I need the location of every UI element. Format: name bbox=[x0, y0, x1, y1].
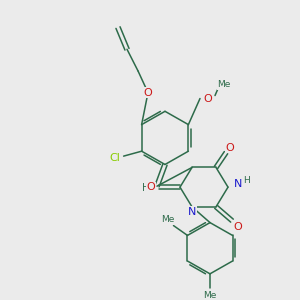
Text: Me: Me bbox=[161, 215, 174, 224]
Text: N: N bbox=[188, 207, 196, 217]
Text: O: O bbox=[144, 88, 152, 98]
Text: Me: Me bbox=[217, 80, 231, 89]
Text: O: O bbox=[226, 143, 234, 153]
Text: N: N bbox=[234, 179, 242, 189]
Text: Me: Me bbox=[203, 291, 217, 300]
Text: Cl: Cl bbox=[109, 153, 120, 163]
Text: H: H bbox=[142, 183, 150, 193]
Text: O: O bbox=[147, 182, 155, 192]
Text: O: O bbox=[204, 94, 212, 103]
Text: H: H bbox=[243, 176, 249, 185]
Text: O: O bbox=[234, 221, 242, 232]
